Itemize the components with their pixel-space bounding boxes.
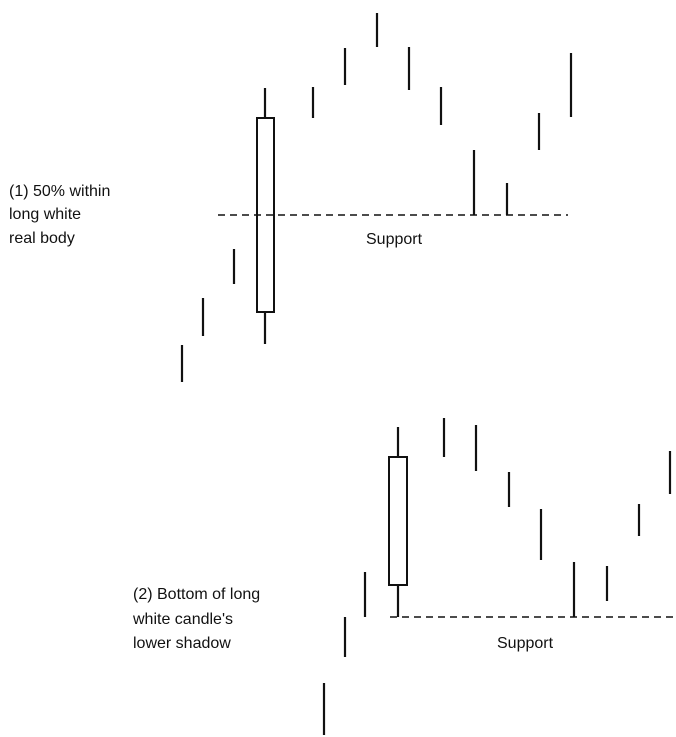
label-line: (2) Bottom of long [133, 586, 260, 603]
support-label: Support [366, 231, 423, 248]
label-line: lower shadow [133, 635, 231, 652]
support-label: Support [497, 635, 554, 652]
candles [180, 13, 573, 382]
panel-1: Support (1) 50% within long white real b… [9, 13, 573, 382]
panel-2: Support (2) Bottom of long white candle'… [132, 418, 676, 735]
label-line: white candle's [132, 611, 233, 628]
label-line: real body [9, 230, 75, 247]
candle-body [388, 456, 408, 586]
label-line: (1) 50% within [9, 183, 110, 200]
label-line: long white [9, 206, 81, 223]
candles [322, 418, 672, 735]
